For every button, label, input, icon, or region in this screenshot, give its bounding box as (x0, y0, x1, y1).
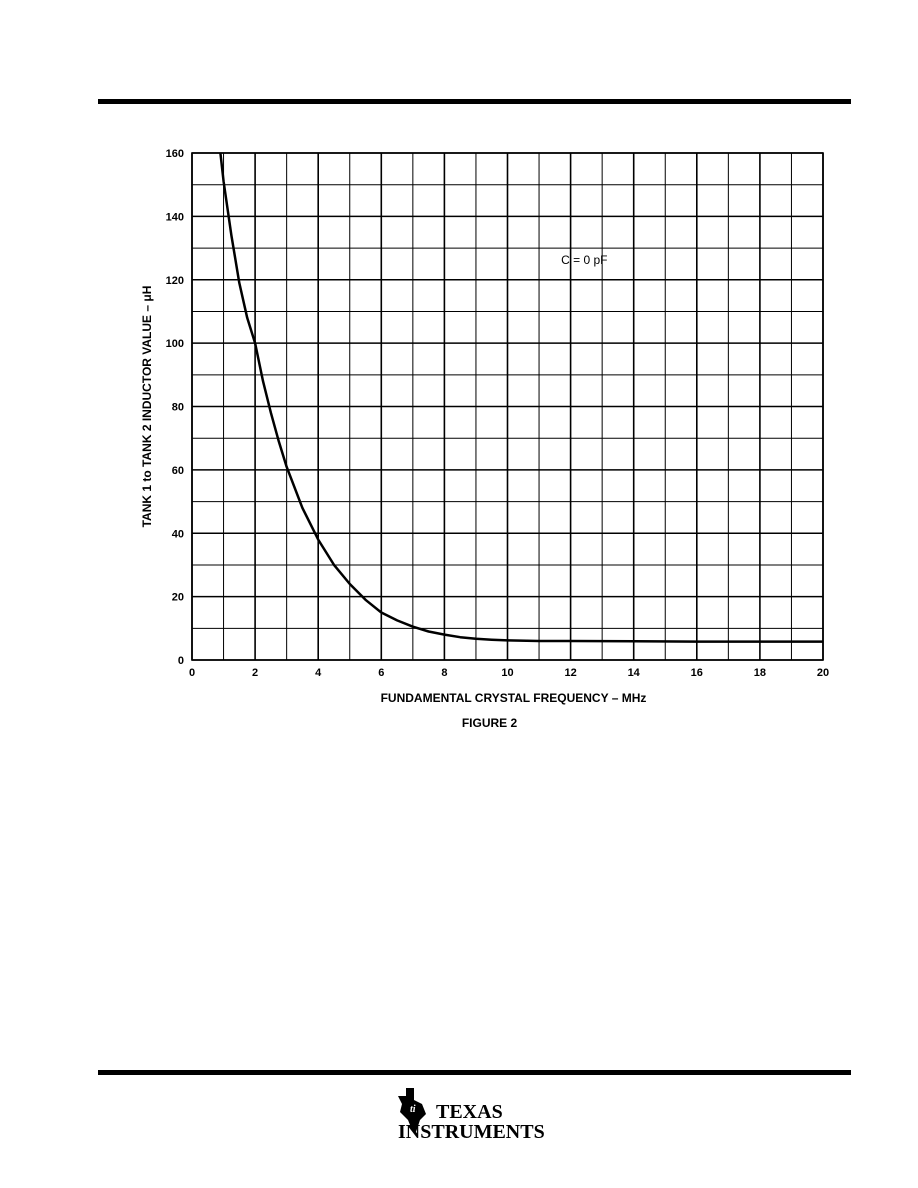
x-tick-label: 18 (754, 667, 766, 679)
svg-text:ti: ti (410, 1104, 416, 1115)
y-tick-label: 40 (172, 528, 184, 540)
figure-caption: FIGURE 2 (462, 716, 518, 730)
y-tick-label: 60 (172, 465, 184, 477)
y-tick-label: 0 (178, 655, 184, 667)
x-axis-label: FUNDAMENTAL CRYSTAL FREQUENCY – MHz (381, 691, 647, 705)
x-tick-label: 20 (817, 667, 829, 679)
y-tick-label: 140 (166, 211, 184, 223)
x-tick-label: 6 (378, 667, 384, 679)
y-tick-label: 120 (166, 275, 184, 287)
top-rule (98, 99, 851, 104)
series-line (219, 152, 823, 643)
x-tick-label: 8 (441, 667, 447, 679)
x-tick-label: 14 (628, 667, 641, 679)
y-tick-label: 100 (166, 338, 184, 350)
y-tick-label: 20 (172, 592, 184, 604)
x-tick-label: 2 (252, 667, 258, 679)
texas-state-icon (398, 1088, 426, 1132)
logo-line1: TEXAS (436, 1101, 503, 1123)
x-tick-label: 16 (691, 667, 703, 679)
chart-annotation: C = 0 pF (561, 253, 607, 267)
x-tick-label: 4 (315, 667, 322, 679)
x-tick-label: 0 (189, 667, 195, 679)
x-tick-label: 12 (564, 667, 576, 679)
bottom-rule (98, 1070, 851, 1075)
plot-frame (191, 152, 824, 661)
y-axis-label: TANK 1 to TANK 2 INDUCTOR VALUE – μH (140, 286, 154, 528)
chart: 0 2 4 6 8 10 12 14 16 18 20 0 20 40 60 80 100 120 140 160 FU… (140, 148, 829, 730)
ti-logo: ti TEXAS INSTRUMENTS (398, 1088, 545, 1142)
x-tick-label: 10 (501, 667, 513, 679)
y-tick-label: 160 (166, 148, 184, 160)
logo-line2: INSTRUMENTS (398, 1121, 545, 1142)
y-tick-label: 80 (172, 402, 184, 414)
